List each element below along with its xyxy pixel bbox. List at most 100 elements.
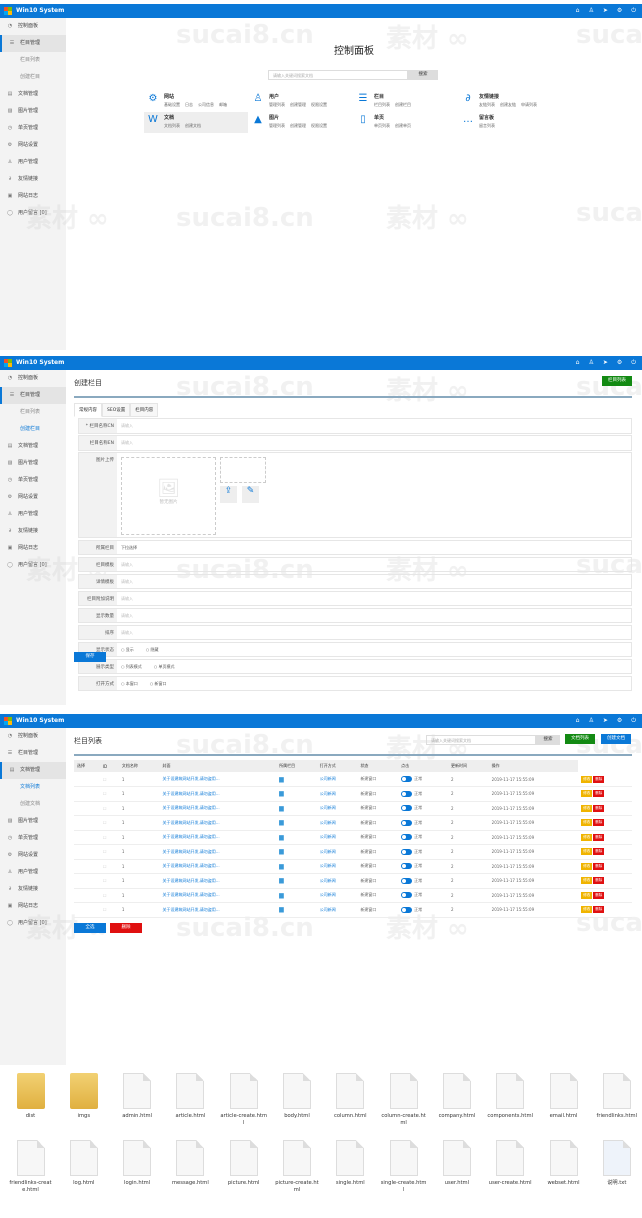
sidebar-item[interactable]: ♙ 用户管理 [0,154,66,171]
sidebar-item[interactable]: ∂ 友情链接 [0,171,66,188]
edit-button[interactable]: 修改 [581,862,593,870]
field-input[interactable]: 🖼 暂无图片 ⇪ ✎ [117,453,631,537]
dashboard-card[interactable]: ▯ 单页 单页列表 创建单页 [354,112,458,133]
card-link[interactable]: 申请列表 [521,102,537,107]
image-icon[interactable]: ▆ [279,862,284,870]
search-button[interactable]: 搜索 [408,70,438,80]
sidebar-item[interactable]: ♙ 用户管理 [0,506,66,523]
sidebar-subitem[interactable]: 创建栏目 [20,74,41,80]
category-link[interactable]: 公司新闻 [316,873,358,889]
field-input[interactable]: 请输入 [117,609,631,623]
category-link[interactable]: 公司新闻 [316,786,358,802]
status-toggle[interactable] [401,863,413,870]
file-item[interactable]: dist [4,1073,57,1120]
sidebar-item[interactable]: ☰ 栏目管理 [0,35,66,52]
sidebar-item[interactable]: ▤ 文档管理 [0,762,66,779]
image-icon[interactable]: ▆ [279,790,284,798]
edit-button[interactable]: 修改 [581,877,593,885]
sidebar-item[interactable]: ▤ 文档管理 [0,86,66,103]
file-item[interactable]: friendlinks.html [590,1073,642,1120]
tab[interactable]: SEO设置 [102,403,131,417]
file-item[interactable]: email.html [537,1073,590,1120]
tab[interactable]: 常规内容 [74,403,102,417]
document-name-link[interactable]: 关于设建筑网站开发,请勿盗用... [159,815,277,831]
file-item[interactable]: article-create.html [217,1073,270,1126]
delete-button[interactable]: 删除 [593,891,605,899]
radio-option[interactable]: ○ 本窗口 [121,681,138,687]
category-link[interactable]: 公司新闻 [316,888,358,903]
delete-button[interactable]: 删除 [593,848,605,856]
search-button[interactable]: 搜索 [536,735,560,745]
checkbox[interactable]: ☐ [102,863,107,869]
category-link[interactable]: 公司新闻 [316,801,358,816]
delete-button[interactable]: 删除 [593,833,605,841]
file-item[interactable]: webset.html [537,1140,590,1187]
document-list-button[interactable]: 文档列表 [565,734,595,744]
category-link[interactable]: 公司新闻 [316,902,358,918]
dashboard-card[interactable]: W 文档 文档列表 创建文档 [144,112,248,133]
file-item[interactable]: picture.html [217,1140,270,1187]
document-name-link[interactable]: 关于设建筑网站开发,请勿盗用... [159,786,277,802]
sidebar-subitem[interactable]: 栏目列表 [20,57,41,63]
file-item[interactable]: message.html [164,1140,217,1187]
status-toggle[interactable] [401,790,413,797]
radio-option[interactable]: ○ 显示 [121,647,134,653]
field-input[interactable]: 请输入 [117,626,631,640]
search-input[interactable]: 请输入关键词搜索文档 [426,735,536,745]
status-toggle[interactable] [401,848,413,855]
field-input[interactable]: ○ 列表模式 ○ 单页模式 [117,660,631,674]
sidebar-item[interactable]: ♙ 用户管理 [0,864,66,881]
gear-icon[interactable]: ⚙ [616,717,623,724]
document-name-link[interactable]: 关于设建筑网站开发,请勿盗用... [159,902,277,918]
radio-option[interactable]: ○ 单页模式 [154,664,175,670]
field-input[interactable]: 请输入 [117,436,631,450]
image-icon[interactable]: ▆ [279,906,284,914]
image-icon[interactable]: ▆ [279,804,284,812]
checkbox[interactable]: ☐ [102,878,107,884]
file-item[interactable]: single.html [324,1140,377,1187]
sidebar-item[interactable]: ◷ 单页管理 [0,472,66,489]
sidebar-item[interactable]: ▣ 网站日志 [0,540,66,557]
radio-option[interactable]: ○ 隐藏 [146,647,159,653]
file-item[interactable]: column-create.html [377,1073,430,1126]
sidebar-item[interactable]: ▣ 网站日志 [0,898,66,915]
status-toggle[interactable] [401,877,413,884]
user-icon[interactable]: ♙ [588,7,594,14]
file-item[interactable]: company.html [430,1073,483,1120]
checkbox[interactable]: ☐ [102,907,107,913]
file-item[interactable]: column.html [324,1073,377,1120]
sidebar-item[interactable]: ⚙ 网站设置 [0,137,66,154]
sidebar-item[interactable]: ∂ 友情链接 [0,523,66,540]
file-item[interactable]: admin.html [111,1073,164,1120]
checkbox[interactable]: ☐ [102,805,107,811]
card-link[interactable]: 管理列表 [269,123,285,128]
status-toggle[interactable] [401,892,413,899]
field-input[interactable]: 请输入 [117,419,631,433]
file-item[interactable]: log.html [57,1140,110,1187]
image-icon[interactable]: ▆ [279,877,284,885]
card-link[interactable]: 权限设置 [311,102,327,107]
file-item[interactable]: picture-create.html [271,1140,324,1193]
power-icon[interactable]: ⏻ [631,359,636,366]
send-icon[interactable]: ➤ [602,359,608,366]
sidebar-subitem[interactable]: 创建栏目 [20,426,41,432]
dashboard-card[interactable]: ∂ 友情链接 友链列表 创建友链 申请列表 [459,91,563,112]
edit-button[interactable]: 修改 [581,891,593,899]
sidebar-item[interactable]: ☰ 栏目管理 [0,387,66,404]
file-item[interactable]: login.html [111,1140,164,1187]
gear-icon[interactable]: ⚙ [616,359,623,366]
image-icon[interactable]: ▆ [279,775,284,783]
sidebar-item[interactable]: ◯ 用户留言 [0] [0,205,66,222]
sidebar-subitem[interactable]: 创建文档 [20,801,41,807]
edit-button[interactable]: 修改 [581,833,593,841]
radio-option[interactable]: ○ 新窗口 [150,681,167,687]
sidebar-item[interactable]: ◔ 控制面板 [0,370,66,387]
document-name-link[interactable]: 关于设建筑网站开发,请勿盗用... [159,859,277,874]
sidebar-item[interactable]: ◯ 用户留言 [0] [0,557,66,574]
image-icon[interactable]: ▆ [279,891,284,899]
user-icon[interactable]: ♙ [588,359,594,366]
file-item[interactable]: body.html [271,1073,324,1120]
field-input[interactable]: ○ 本窗口 ○ 新窗口 [117,677,631,691]
delete-button[interactable]: 删除 [593,819,605,827]
delete-button[interactable]: 删除 [593,877,605,885]
